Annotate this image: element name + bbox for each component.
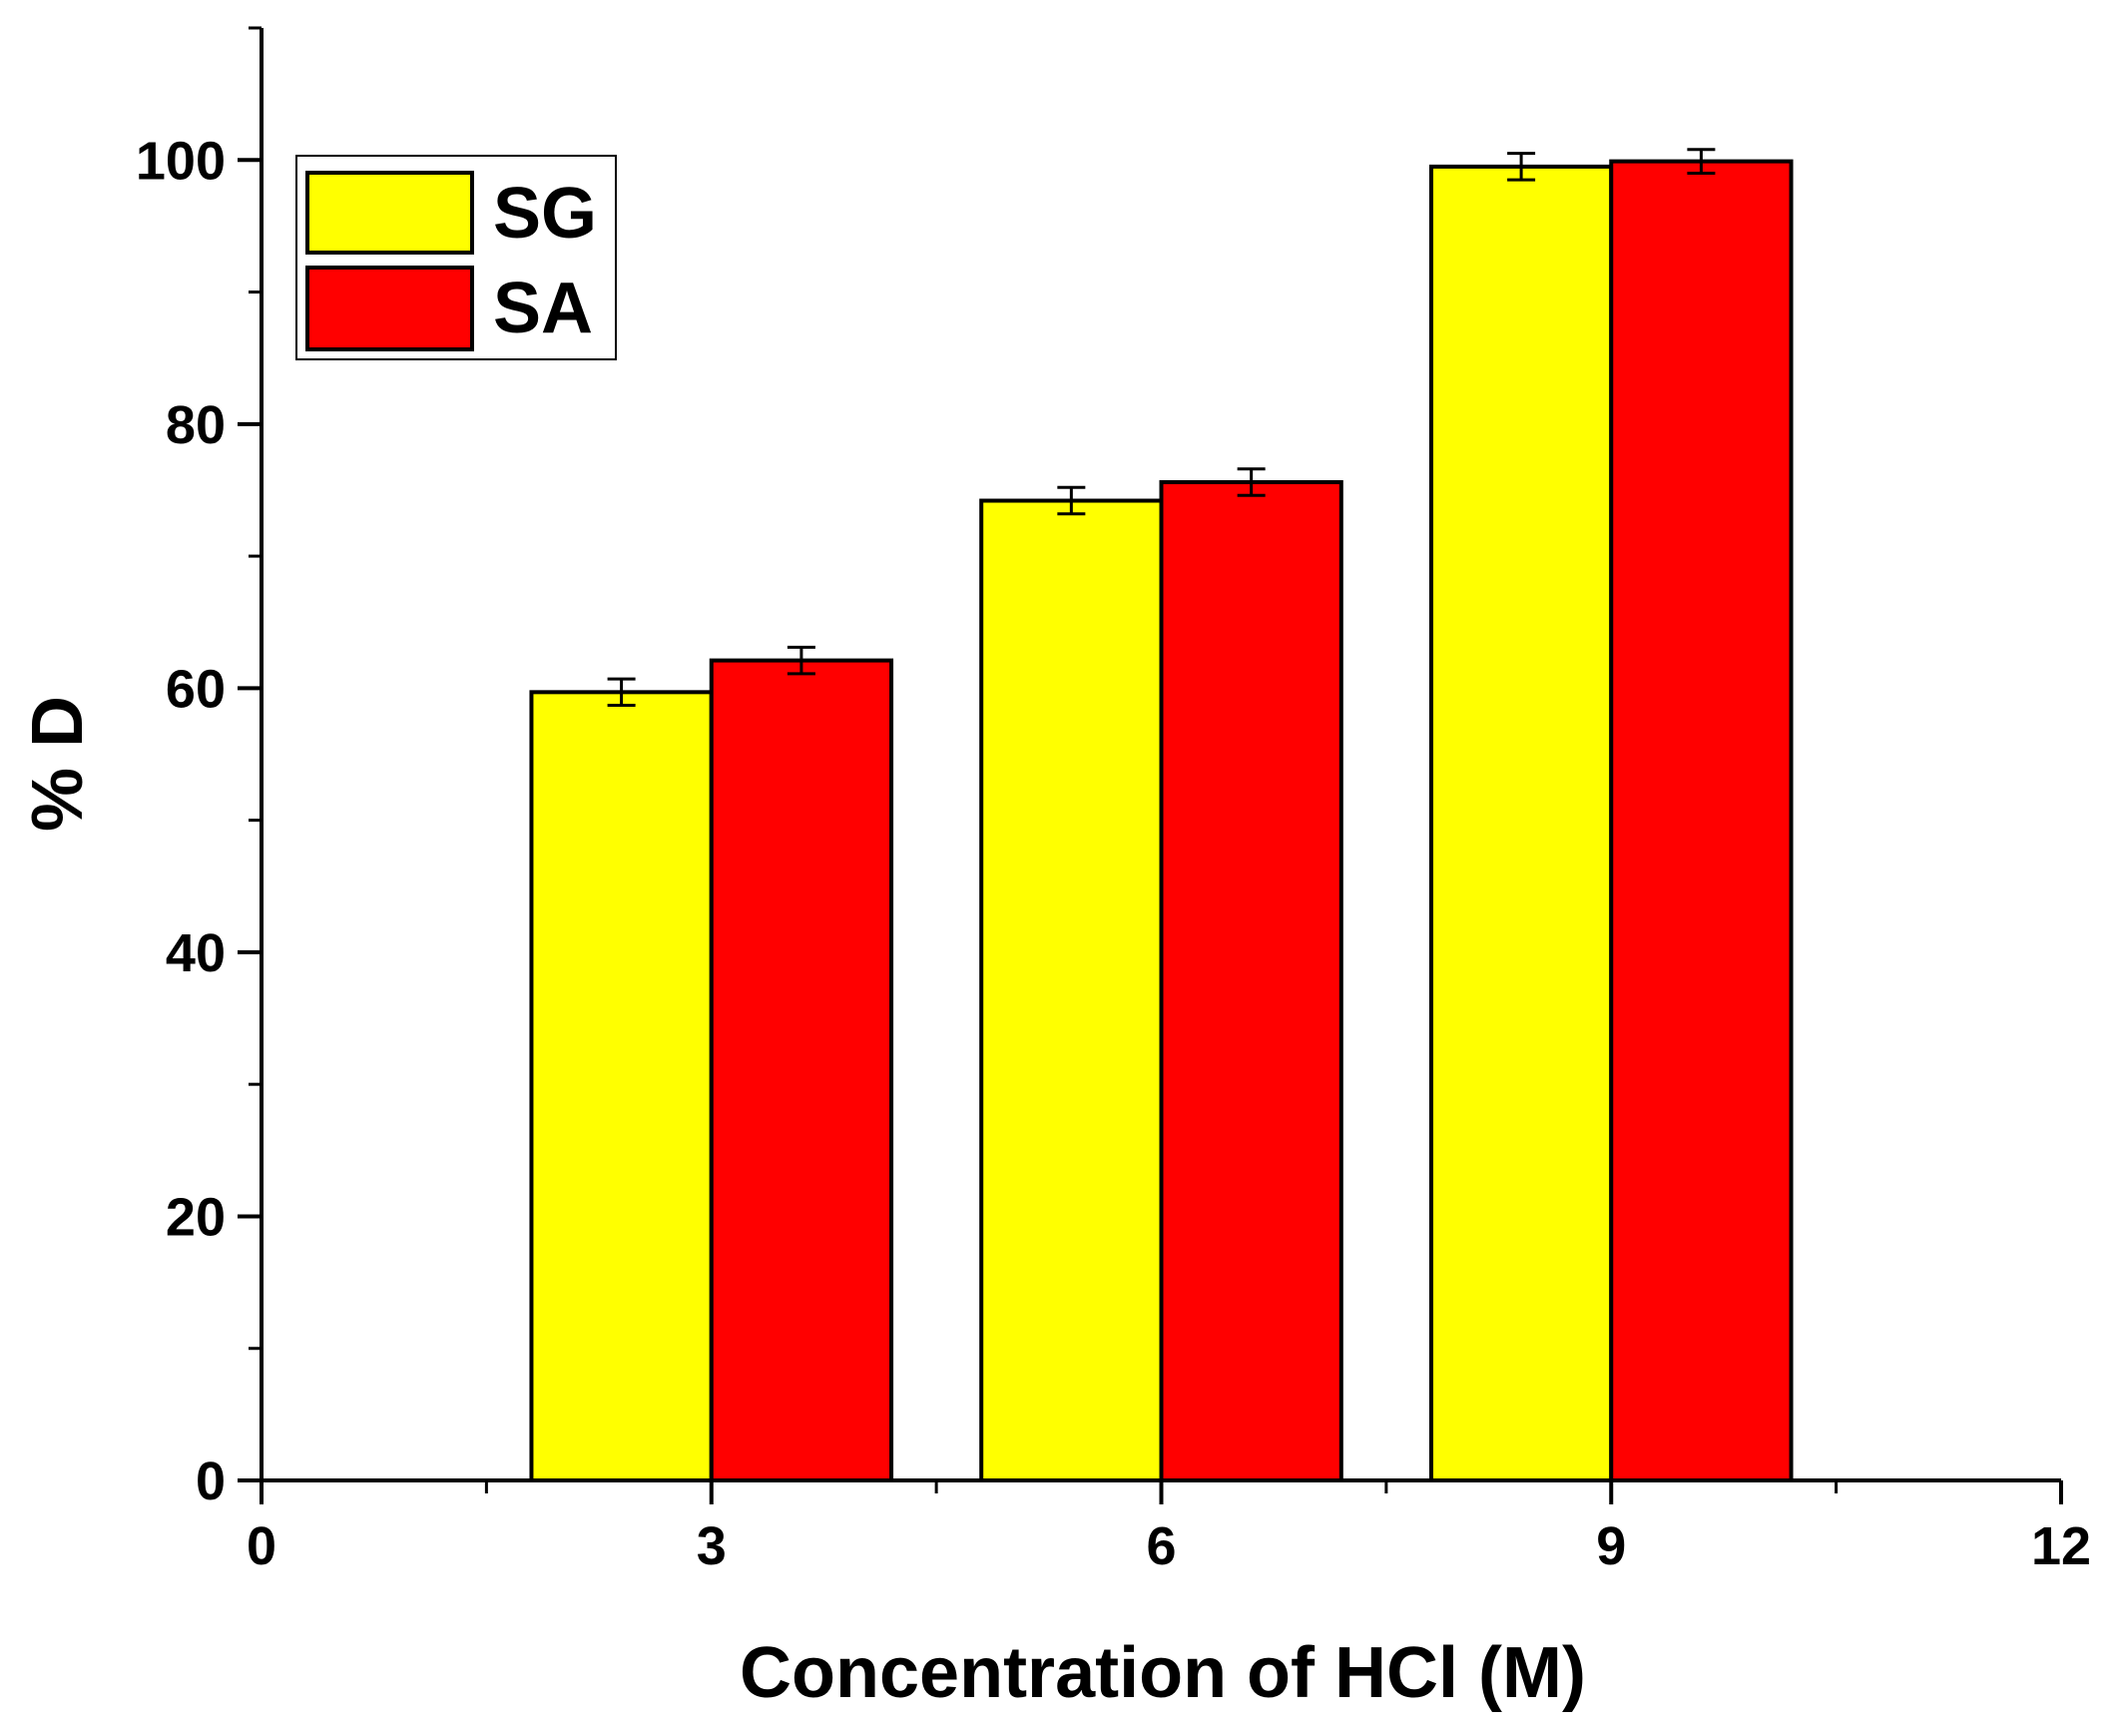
ticks-layer: 0 20 40 60 80 100 0 3 6 9 12 (136, 26, 2091, 1576)
bar-sa-3 (709, 658, 894, 1482)
error-bars-layer (607, 148, 1716, 708)
bar-sa-6 (1159, 480, 1343, 1482)
legend-swatch-sa (305, 266, 474, 351)
y-tick-label: 0 (196, 1451, 226, 1511)
legend-label-sa: SA (493, 269, 593, 348)
error-bar-sa-3 (787, 645, 815, 676)
bars-layer (529, 159, 1794, 1483)
x-tick-label: 12 (2031, 1516, 2091, 1576)
bar-sg-6 (979, 498, 1164, 1482)
x-tick-label: 9 (1596, 1516, 1626, 1576)
legend-label-sg: SG (493, 174, 597, 254)
error-bar-sg-6 (1057, 485, 1086, 516)
legend-swatch-sg (305, 171, 474, 255)
y-axis-title: % D (18, 696, 98, 832)
error-bar-sa-6 (1237, 467, 1266, 497)
legend: SG SA (295, 155, 617, 360)
error-bar-sg-9 (1507, 152, 1536, 182)
y-tick-label: 20 (166, 1187, 226, 1247)
y-tick-label: 40 (166, 923, 226, 983)
y-tick-label: 100 (136, 131, 226, 191)
error-bar-sa-9 (1687, 148, 1716, 175)
y-tick-label: 80 (166, 395, 226, 455)
x-tick-label: 6 (1146, 1516, 1176, 1576)
x-axis-title: Concentration of HCl (M) (740, 1633, 1586, 1713)
bar-sg-3 (529, 690, 714, 1482)
error-bar-sg-3 (607, 677, 636, 708)
y-tick-label: 60 (166, 659, 226, 719)
bar-sa-9 (1609, 159, 1794, 1482)
bar-sg-9 (1428, 164, 1614, 1483)
x-tick-label: 0 (247, 1516, 276, 1576)
x-tick-label: 3 (697, 1516, 727, 1576)
